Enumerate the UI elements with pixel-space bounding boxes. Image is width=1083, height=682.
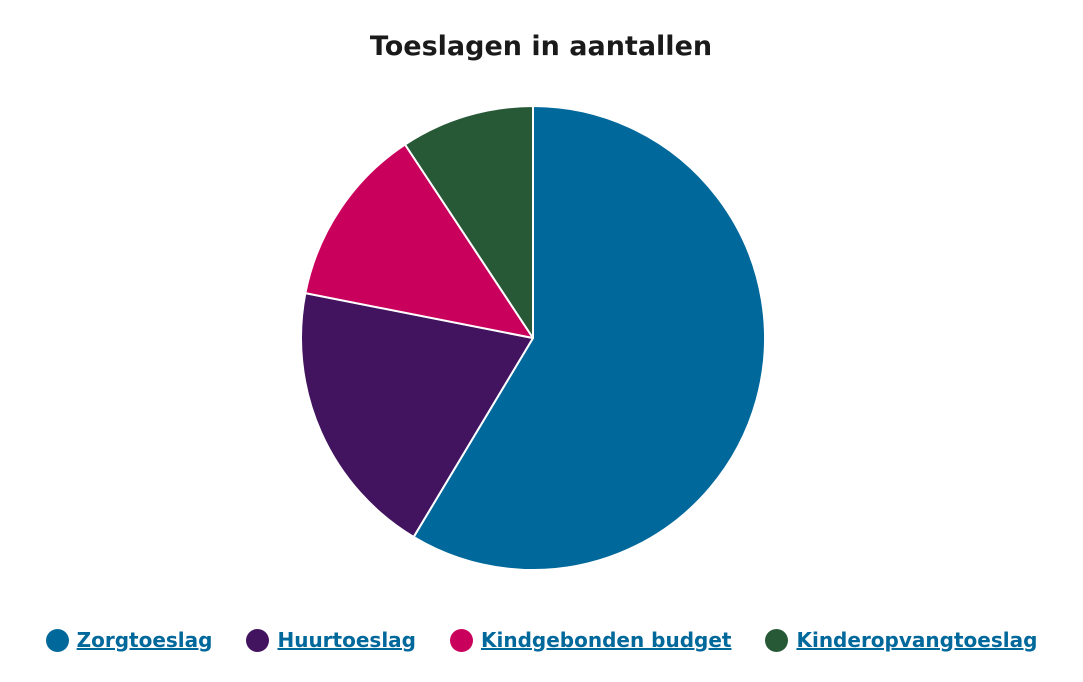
legend-swatch	[45, 628, 69, 652]
legend-item-huurtoeslag[interactable]: Huurtoeslag	[246, 628, 416, 652]
legend-link[interactable]: Huurtoeslag	[277, 628, 416, 652]
legend-swatch	[765, 628, 789, 652]
chart-title: Toeslagen in aantallen	[370, 31, 712, 62]
pie-slice-huurtoeslag[interactable]	[300, 292, 534, 538]
legend-item-kindgebonden-budget[interactable]: Kindgebonden budget	[449, 628, 732, 652]
pie-slice-kinderopvangtoeslag[interactable]	[404, 105, 534, 339]
legend-item-kinderopvangtoeslag[interactable]: Kinderopvangtoeslag	[765, 628, 1037, 652]
legend-link[interactable]: Zorgtoeslag	[76, 628, 213, 652]
legend-swatch	[449, 628, 473, 652]
legend: Zorgtoeslag Huurtoeslag Kindgebonden budge…	[0, 622, 1083, 658]
pie-slices	[300, 105, 766, 571]
pie-slice-zorgtoeslag[interactable]	[412, 105, 766, 571]
legend-swatch	[246, 628, 270, 652]
pie-slice-kindgebonden-budget[interactable]	[304, 143, 534, 339]
legend-link[interactable]: Kinderopvangtoeslag	[796, 628, 1038, 652]
legend-link[interactable]: Kindgebonden budget	[480, 628, 732, 652]
legend-item-zorgtoeslag[interactable]: Zorgtoeslag	[45, 628, 213, 652]
